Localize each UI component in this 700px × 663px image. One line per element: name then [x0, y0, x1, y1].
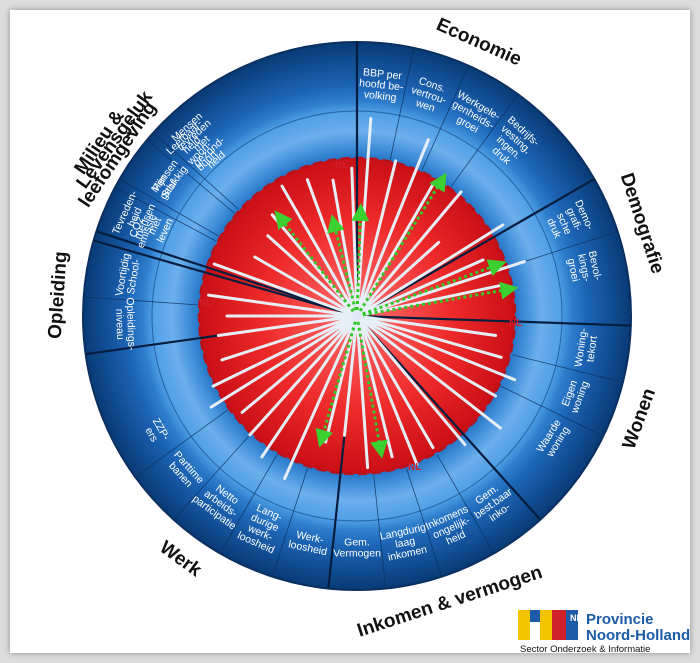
segment-divider: [421, 65, 469, 170]
segment-divider: [119, 178, 219, 237]
indicator-bar: [355, 314, 503, 359]
segment-divider: [146, 139, 235, 214]
indicator-wheel: Tevreden-heidmensenmetlevenMensengelukki…: [45, 14, 668, 641]
indicator-bar: [355, 240, 441, 318]
indicator-bar: [253, 255, 359, 318]
indicator-bar: [280, 184, 359, 318]
segment-divider: [271, 468, 308, 577]
indicator-bar: [283, 314, 359, 481]
hub: [352, 311, 362, 321]
segment-divider: [509, 230, 618, 267]
segment-divider: [219, 454, 278, 554]
frame: Tevreden-heidmensenmetleven Mensengelukki…: [10, 10, 690, 655]
indicator-bar: [350, 166, 359, 318]
change-arrow: [274, 210, 359, 317]
indicator-bar: [355, 314, 498, 398]
indicator-bar: [355, 314, 435, 450]
logo-line1: Provincie: [586, 611, 654, 628]
svg-text:NH: NH: [570, 613, 582, 623]
segment-divider: [83, 296, 198, 306]
change-arrow: [356, 259, 507, 318]
group-divider: [356, 314, 631, 327]
indicator-bar: [355, 314, 394, 459]
indicator-bar: [216, 314, 359, 337]
indicator-bar: [207, 293, 359, 318]
indicator-bar: [209, 314, 359, 409]
group-divider: [356, 178, 595, 317]
group-divider: [96, 230, 358, 318]
segment-divider: [436, 454, 495, 554]
segment-divider: [153, 132, 239, 210]
indicator-bar: [355, 314, 498, 337]
indicator-bar: [355, 138, 430, 318]
indicator-bar: [355, 314, 502, 430]
indicator-bar: [211, 314, 359, 388]
logo-sector: Sector Onderzoek & Informatie: [520, 644, 651, 655]
segment-label: BBP perhoofd be-volking: [357, 66, 405, 105]
indicator-bar: [212, 262, 359, 318]
indicator-bar: [355, 223, 505, 318]
segment-divider: [135, 409, 228, 478]
nl-label-bottom: NL: [408, 462, 421, 473]
change-arrow: [355, 315, 388, 459]
segment-divider: [389, 47, 415, 160]
segment-divider: [406, 468, 443, 577]
indicator-bar: [355, 314, 467, 447]
change-arrow: [355, 172, 447, 317]
group-label: Werk: [156, 537, 206, 581]
segment-label: Gem. Vermogen: [333, 537, 381, 560]
nl-label-right: NL: [509, 318, 522, 329]
segment-label: Lang-durigewerk-loosheid: [236, 499, 290, 556]
indicator-bar: [355, 314, 370, 470]
indicator-bar: [240, 314, 359, 414]
indicator-bar: [331, 178, 359, 318]
segment-divider: [500, 385, 604, 437]
logo-line2: Noord-Holland: [586, 627, 691, 644]
change-arrow: [351, 203, 370, 317]
indicator-bar: [343, 314, 359, 437]
nh-logo-icon: NH: [518, 610, 582, 640]
change-arrows: [274, 172, 519, 459]
indicator-bar: [220, 314, 359, 362]
indicator-bar: [266, 234, 359, 318]
segment-label: Tevreden-heidmensenmetleven: [110, 188, 180, 254]
group-label: Opleiding: [45, 251, 72, 340]
segment-label: Opleidings-niveau: [113, 297, 138, 351]
nl-label-top: NL: [335, 160, 348, 171]
indicator-bar: [324, 314, 359, 444]
segment-divider: [450, 94, 519, 187]
indicator-bar: [355, 314, 419, 466]
indicator-bar: [355, 159, 398, 318]
indicator-bar: [260, 314, 359, 459]
indicator-bar: [248, 314, 359, 437]
segment-label: Woning-tekort: [573, 327, 601, 369]
indicator-bar: [305, 178, 359, 318]
change-arrow: [327, 214, 359, 317]
indicator-bar: [355, 190, 463, 318]
segment-label: Bevol-kings-groei: [564, 250, 604, 287]
change-arrow: [356, 281, 519, 318]
group-label: Wonen: [619, 386, 660, 452]
segment-divider: [512, 354, 623, 383]
nl-label-left: NL: [199, 298, 212, 309]
segment-divider: [373, 475, 387, 589]
provincie-logo: NH Provincie Noord-Holland Sector Onderz…: [516, 608, 696, 660]
segment-divider: [173, 434, 251, 520]
indicator-bar: [270, 213, 359, 318]
indicator-bar: [355, 314, 517, 382]
group-divider: [356, 315, 542, 521]
group-divider: [93, 239, 358, 318]
segment-divider: [114, 187, 216, 242]
indicator-bar: [355, 258, 485, 318]
